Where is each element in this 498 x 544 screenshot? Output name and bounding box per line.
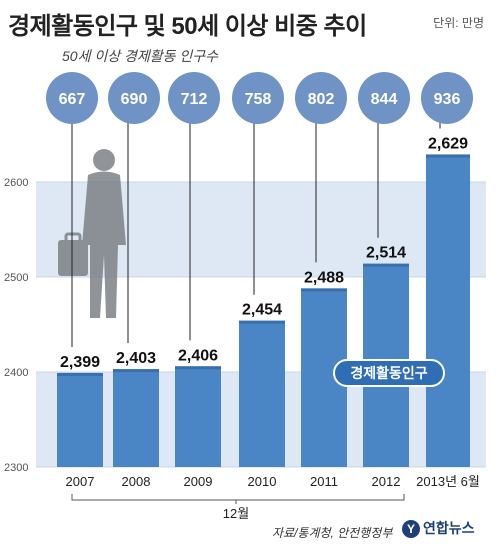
x-label-2007: 2007	[66, 474, 95, 489]
y-tick-2500: 2500	[4, 272, 28, 284]
y-tick-2400: 2400	[4, 367, 28, 379]
bar-cap-2011	[301, 288, 347, 292]
bar-2009	[175, 366, 221, 467]
value-label-2009: 2,406	[178, 347, 218, 364]
x-label-2011: 2011	[310, 474, 338, 489]
december-bracket	[71, 494, 405, 501]
circle-2009	[168, 72, 220, 124]
circle-2011	[295, 72, 347, 124]
circle-label-2009: 712	[181, 91, 208, 108]
circle-2010	[232, 72, 284, 124]
bar-cap-2012	[363, 263, 409, 267]
december-label: 12월	[223, 506, 249, 521]
bar-cap-2013년 6월	[426, 154, 470, 158]
circle-label-2008: 690	[121, 91, 148, 108]
logo-mark-icon: Y	[402, 520, 420, 539]
value-label-2012: 2,514	[366, 245, 406, 262]
value-label-2011: 2,488	[304, 269, 344, 286]
bar-2007	[57, 372, 103, 467]
bar-cap-2009	[175, 366, 221, 370]
circle-label-2010: 758	[245, 91, 272, 108]
bar-2008	[113, 369, 159, 467]
circle-label-2013년 6월: 936	[434, 91, 461, 108]
value-label-2010: 2,454	[242, 302, 282, 319]
x-label-2008: 2008	[122, 474, 151, 489]
series-label-box	[333, 359, 445, 387]
bar-2010	[239, 320, 285, 467]
circle-label-2007: 667	[59, 91, 86, 108]
circle-2007	[46, 72, 98, 124]
value-label-2007: 2,399	[60, 354, 100, 371]
logo-text: 연합뉴스	[423, 520, 475, 536]
circle-label-2012: 844	[371, 91, 398, 108]
bar-cap-2010	[239, 320, 285, 324]
x-label-2010: 2010	[248, 474, 277, 489]
circle-2008	[108, 72, 160, 124]
bar-cap-2007	[57, 372, 103, 376]
x-label-2009: 2009	[184, 474, 213, 489]
source-note: 자료/통계청, 안전행정부	[272, 526, 393, 540]
chart-title: 경제활동인구 및 50세 이상 비중 추이	[8, 13, 367, 40]
bar-cap-2008	[113, 369, 159, 373]
y-tick-2600: 2600	[4, 177, 28, 189]
circle-2013년 6월	[421, 72, 473, 124]
series-label: 경제활동인구	[350, 365, 427, 381]
y-tick-2300: 2300	[4, 462, 28, 474]
unit-label: 단위: 만명	[433, 16, 484, 30]
value-label-2013년 6월: 2,629	[428, 135, 468, 152]
circle-series-label: 50세 이상 경제활동 인구수	[62, 48, 219, 64]
bar-2013년 6월	[426, 154, 470, 467]
yonhap-logo: Y 연합뉴스	[402, 518, 475, 539]
x-label-2012: 2012	[372, 474, 401, 489]
circle-2012	[358, 72, 410, 124]
circle-label-2011: 802	[308, 91, 335, 108]
value-label-2008: 2,403	[116, 350, 156, 367]
businessman-silhouette-icon	[58, 149, 126, 318]
x-label-2013년 6월: 2013년 6월	[416, 474, 480, 489]
